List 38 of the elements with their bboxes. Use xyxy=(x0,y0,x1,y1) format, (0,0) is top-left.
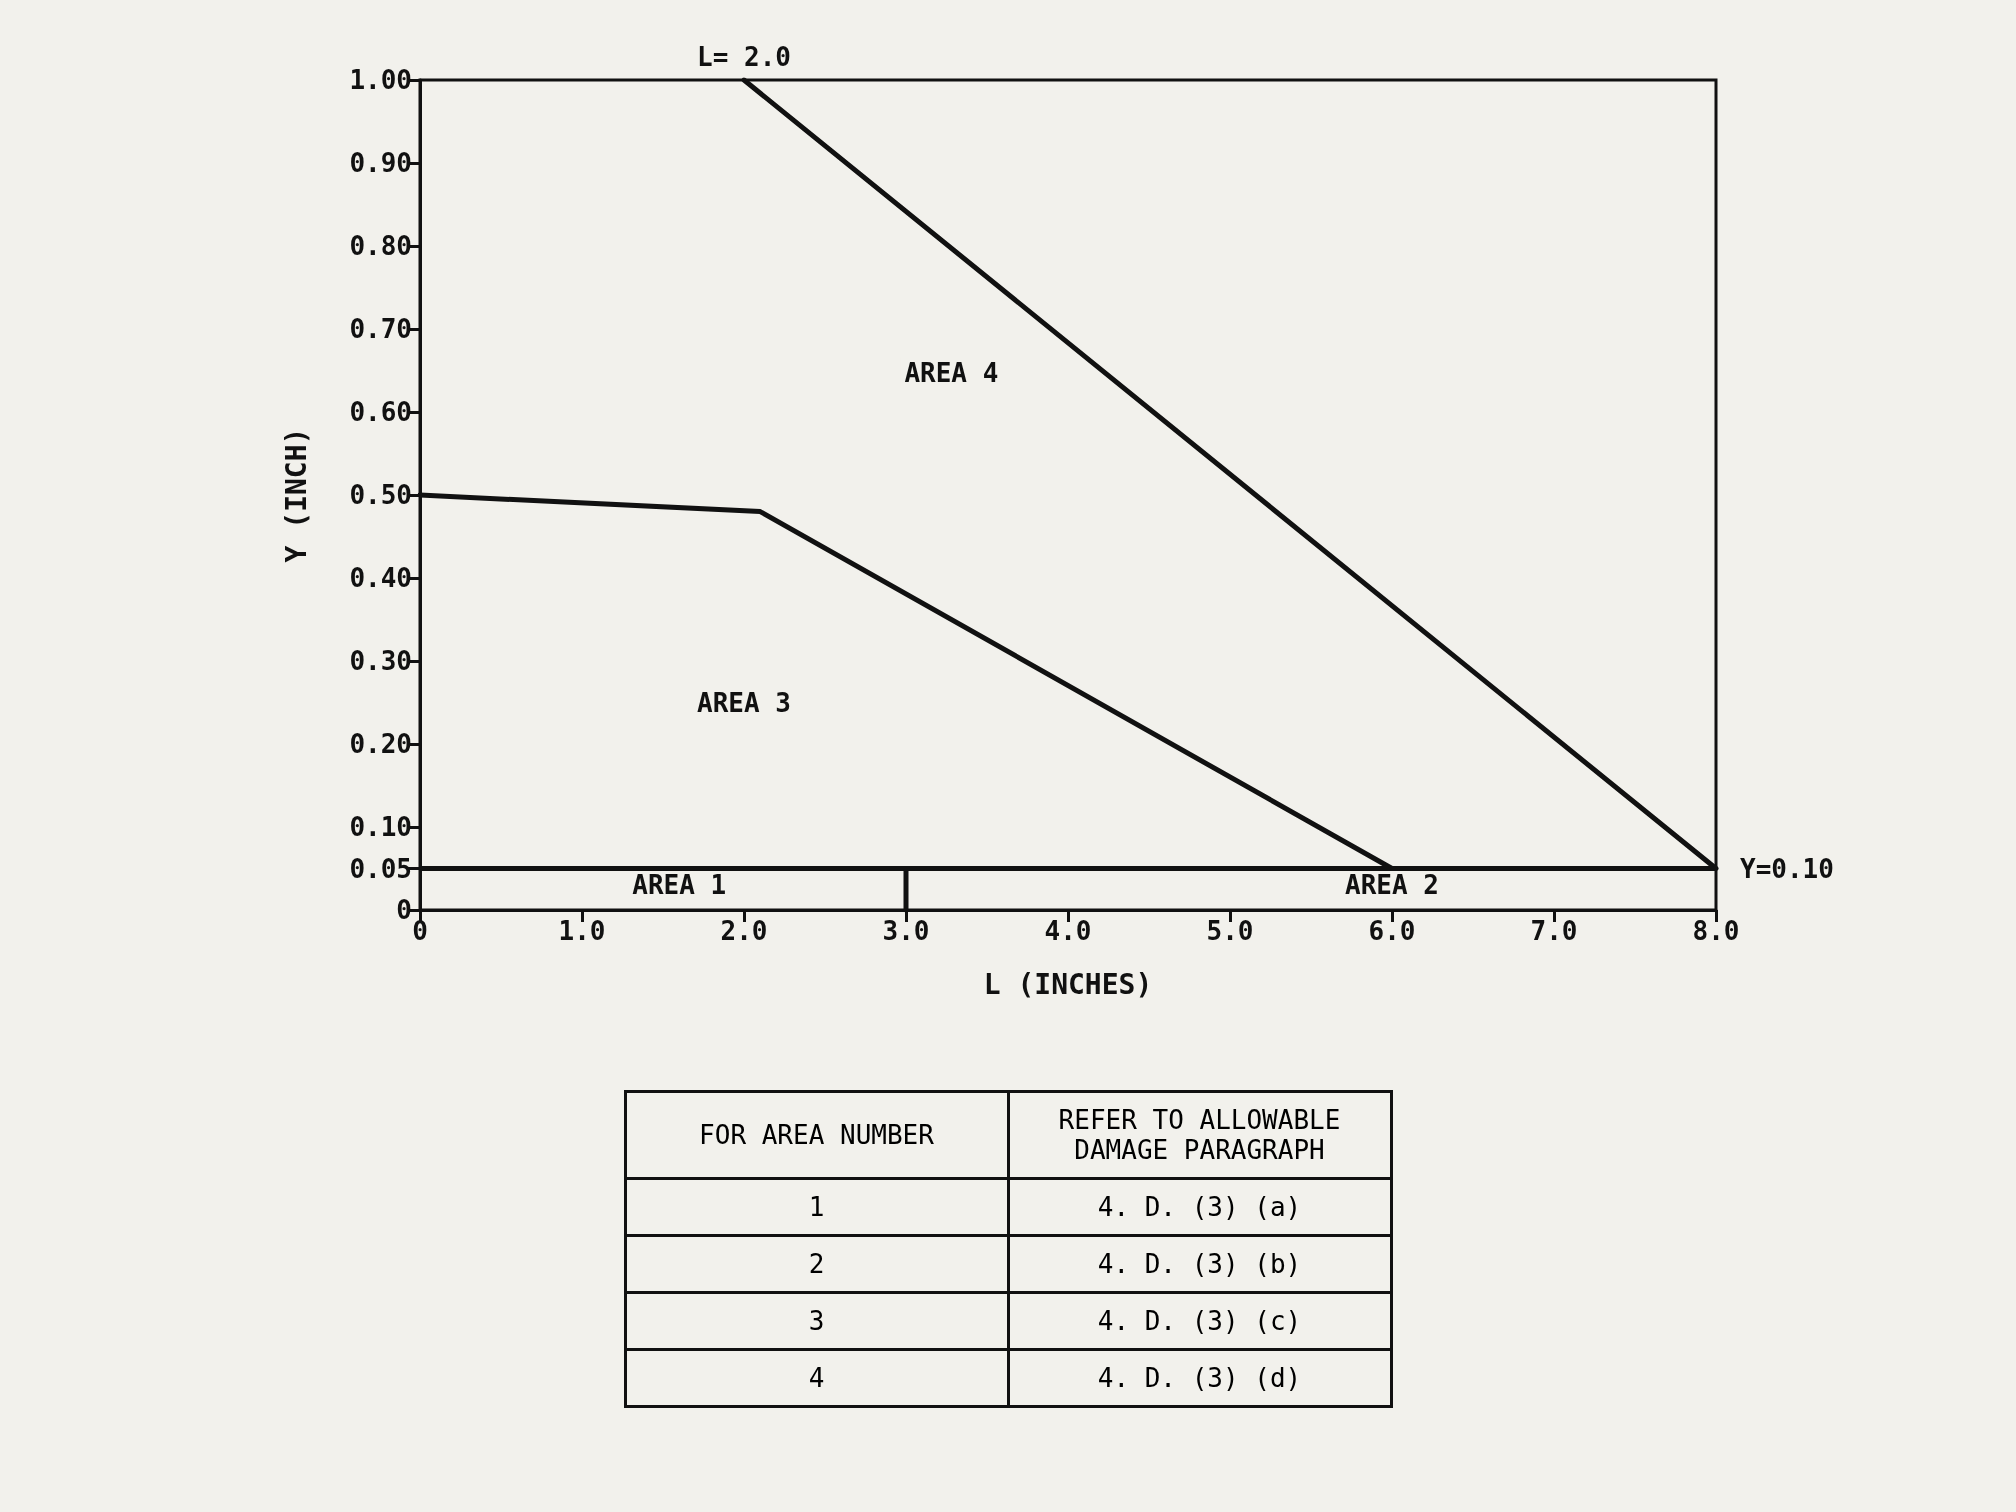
x-tick-label: 1.0 xyxy=(558,916,606,946)
annotation: AREA 1 xyxy=(632,870,727,900)
y-tick-label: 0 xyxy=(396,895,412,925)
y-tick-label: 0.60 xyxy=(349,397,412,427)
annotation: AREA 3 xyxy=(697,687,791,718)
x-tick-label: 2.0 xyxy=(720,916,768,946)
y-tick-label: 0.10 xyxy=(349,812,412,842)
x-axis-title: L (INCHES) xyxy=(983,967,1153,1001)
text: 4. D. (3) (c) xyxy=(1008,1292,1391,1350)
annotation: AREA 4 xyxy=(904,357,999,388)
y-tick-label: 0.70 xyxy=(349,314,412,344)
text: 4 xyxy=(625,1349,1008,1407)
x-tick-label: 8.0 xyxy=(1692,916,1740,946)
text: FOR AREA NUMBER xyxy=(625,1091,1008,1179)
y-tick-label: 0.40 xyxy=(349,563,412,593)
y-axis-title: Y (INCH) xyxy=(279,427,313,563)
text: 3 xyxy=(625,1292,1008,1350)
text: 4. D. (3) (d) xyxy=(1008,1349,1391,1407)
x-tick-label: 6.0 xyxy=(1368,916,1416,946)
text: 1 xyxy=(625,1178,1008,1236)
x-tick-label: 7.0 xyxy=(1530,916,1578,946)
text: 4. D. (3) (a) xyxy=(1008,1178,1391,1236)
x-tick-label: 5.0 xyxy=(1206,916,1254,946)
y-tick-label: 0.50 xyxy=(349,480,412,510)
text: 2 xyxy=(625,1235,1008,1293)
text: 4. D. (3) (b) xyxy=(1008,1235,1391,1293)
x-tick-label: 4.0 xyxy=(1044,916,1092,946)
annotation: L= 2.0 xyxy=(697,42,791,72)
y-tick-label: 0.80 xyxy=(349,231,412,261)
annotation: AREA 2 xyxy=(1345,870,1439,900)
text: REFER TO ALLOWABLE DAMAGE PARAGRAPH xyxy=(1008,1091,1391,1179)
annotation: Y=0.10 xyxy=(1740,853,1834,884)
y-tick-label: 1.00 xyxy=(349,65,412,95)
y-tick-label: 0.30 xyxy=(349,646,412,676)
y-tick-label: 0.05 xyxy=(349,853,412,884)
y-tick-label: 0.20 xyxy=(349,729,412,759)
x-tick-label: 3.0 xyxy=(882,916,930,946)
y-tick-label: 0.90 xyxy=(349,148,412,178)
